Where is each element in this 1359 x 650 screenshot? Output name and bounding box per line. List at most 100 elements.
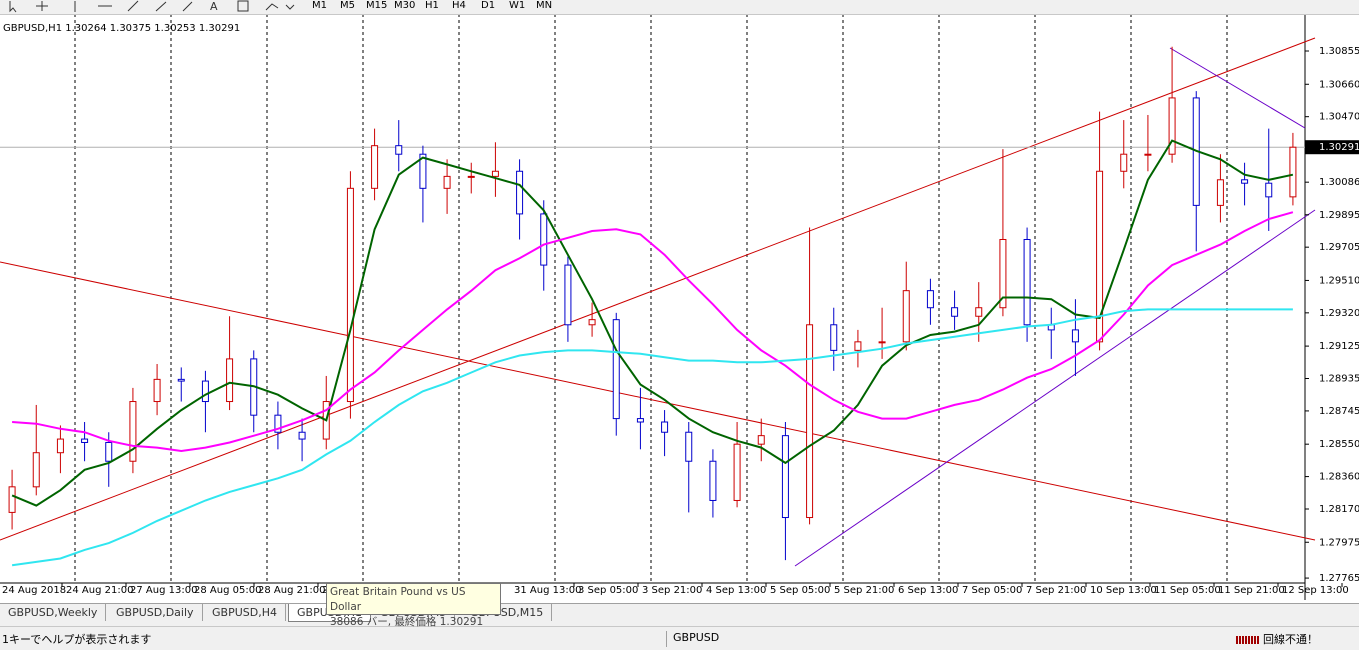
toolbar: A M1 M5 M15 M30 H1 H4 D1 W1 MN [0, 0, 1359, 15]
moving-average [11, 308, 1293, 567]
candle-body [902, 290, 910, 343]
candle-body [371, 145, 379, 189]
x-tick-label: 3 Sep 21:00 [642, 585, 702, 596]
connection-status: 回線不通！ [1263, 633, 1318, 646]
candle-body [274, 414, 282, 433]
x-tick-label: 5 Sep 21:00 [834, 585, 894, 596]
candle-body [1023, 238, 1031, 326]
candle-body [636, 418, 644, 423]
candle-body [177, 378, 185, 382]
y-tick-label: 1.28360 [1319, 472, 1359, 483]
current-price-label: 1.30291 [1319, 142, 1359, 153]
candle-body [1241, 179, 1249, 184]
trend-line [794, 209, 1316, 567]
candle-body [1120, 153, 1128, 172]
x-tick-label: 11 Sep 05:00 [1154, 585, 1221, 596]
x-tick-label: 28 Aug 21:00 [258, 585, 325, 596]
candle-body [1168, 97, 1176, 155]
candle-body [781, 435, 789, 519]
candle-body [1144, 153, 1152, 156]
chart: GBPUSD,H1 1.30264 1.30375 1.30253 1.3029… [0, 14, 1359, 603]
candle-body [926, 290, 934, 309]
candle-body [105, 441, 113, 462]
y-tick-label: 1.29125 [1319, 341, 1359, 352]
timeframe-button[interactable]: W1 [509, 0, 526, 11]
timeframe-button[interactable]: H1 [425, 0, 439, 11]
candle-body [951, 307, 959, 317]
period-separators [74, 14, 1228, 583]
candle-body [878, 341, 886, 344]
y-tick-label: 1.29895 [1319, 210, 1359, 221]
y-tick-label: 1.28170 [1319, 504, 1359, 515]
x-tick-label: 10 Sep 13:00 [1090, 585, 1157, 596]
y-tick-label: 1.28935 [1319, 374, 1359, 385]
x-tick-label: 4 Sep 13:00 [706, 585, 766, 596]
candle-body [830, 324, 838, 351]
x-tick-label: 28 Aug 05:00 [194, 585, 261, 596]
candle-body [540, 213, 548, 266]
timeframe-button[interactable]: M5 [340, 0, 355, 11]
candle-body [661, 421, 669, 433]
candle-body [226, 358, 234, 403]
y-tick-label: 1.30086 [1319, 177, 1359, 188]
help-text: 1キーでヘルプが表示されます [2, 633, 152, 646]
x-tick-label: 24 Aug 2018 [2, 585, 66, 596]
timeframe-button[interactable]: D1 [481, 0, 496, 11]
candle-body [419, 153, 427, 189]
y-tick-label: 1.28550 [1319, 439, 1359, 450]
connection-icon [1236, 636, 1259, 644]
moving-average [12, 211, 1294, 453]
x-tick-label: 12 Sep 13:00 [1282, 585, 1349, 596]
timeframe-button[interactable]: MN [536, 0, 553, 11]
y-tick-label: 1.29705 [1319, 242, 1359, 253]
candle-body [1265, 182, 1273, 198]
candle-body [32, 452, 40, 488]
trend-line [1169, 47, 1306, 129]
candle-body [854, 341, 862, 351]
moving-average [11, 139, 1294, 507]
candle-body [757, 435, 765, 445]
candle-body [491, 170, 499, 177]
chart-tab[interactable]: GBPUSD,H4 [204, 604, 286, 621]
y-tick-label: 1.27975 [1319, 537, 1359, 548]
current-price-box [1305, 140, 1359, 155]
svg-text:A: A [210, 0, 218, 13]
timeframe-button[interactable]: M15 [366, 0, 388, 11]
tooltip-title: Great Britain Pound vs US Dollar [330, 586, 466, 613]
candle-body [129, 401, 137, 462]
timeframe-button[interactable]: H4 [452, 0, 466, 11]
toolbar-icons: A [9, 0, 295, 13]
candle-body [806, 324, 814, 519]
chart-background [0, 14, 1359, 603]
y-tick-label: 1.30470 [1319, 112, 1359, 123]
timeframe-button[interactable]: M1 [312, 0, 327, 11]
y-tick-label: 1.27765 [1319, 573, 1359, 584]
candle-body [346, 187, 354, 403]
y-tick-label: 1.30660 [1319, 79, 1359, 90]
candle-body [467, 175, 475, 178]
x-tick-label: 27 Aug 13:00 [130, 585, 197, 596]
candle-body [1289, 146, 1297, 198]
candle-body [56, 438, 64, 454]
y-tick-label: 1.28745 [1319, 406, 1359, 417]
candle-body [564, 264, 572, 326]
chart-tab[interactable]: GBPUSD,Weekly [0, 604, 107, 621]
candle-body [1096, 170, 1104, 343]
timeframe-button[interactable]: M30 [394, 0, 416, 11]
chart-tabs: GBPUSD,Weekly GBPUSD,Daily GBPUSD,H4 GBPUSD… [0, 603, 1359, 623]
x-tick-label: 24 Aug 21:00 [66, 585, 133, 596]
candle-body [733, 443, 741, 501]
chart-tab[interactable]: GBPUSD,Daily [108, 604, 203, 621]
x-tick-label: 7 Sep 21:00 [1026, 585, 1086, 596]
tooltip: Great Britain Pound vs US Dollar 38086 バ… [326, 583, 501, 628]
candle-body [709, 460, 717, 501]
y-tick-label: 1.29320 [1319, 308, 1359, 319]
status-symbol: GBPUSD [666, 631, 719, 647]
candle-body [201, 380, 209, 403]
candle-body [395, 145, 403, 155]
candle-body [1071, 329, 1079, 343]
candle-body [8, 486, 16, 513]
y-tick-label: 1.30855 [1319, 46, 1359, 57]
candle-body [975, 307, 983, 317]
